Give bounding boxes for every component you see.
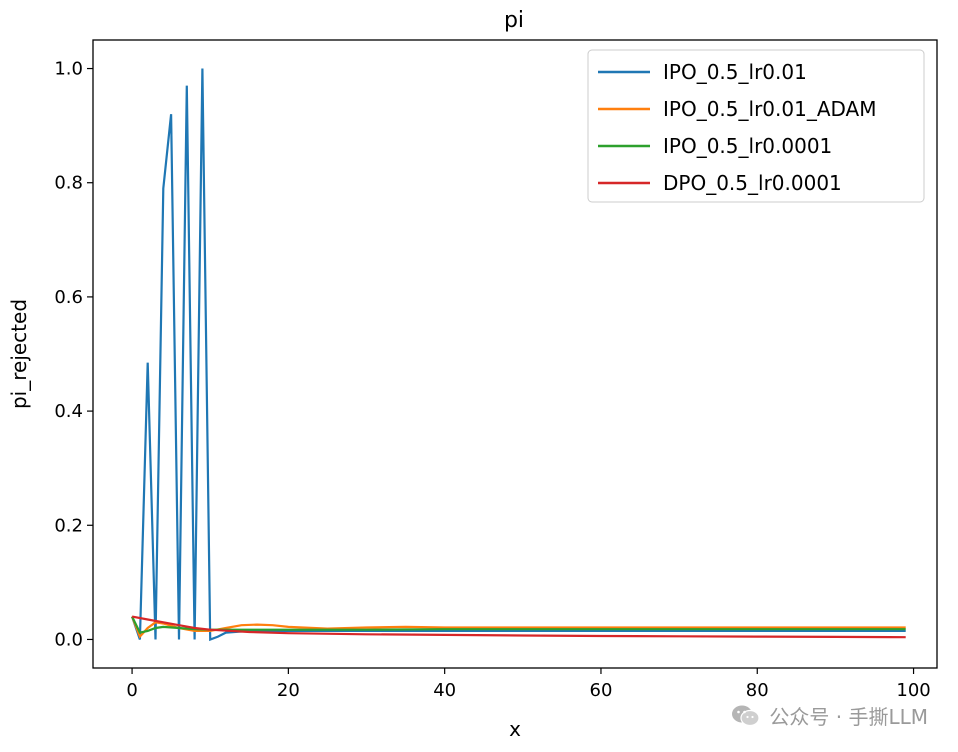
y-axis-label: pi_rejected [7,299,31,409]
legend-label-0: IPO_0.5_lr0.01 [663,60,807,84]
x-tick-label: 40 [433,680,456,701]
legend-label-3: DPO_0.5_lr0.0001 [663,171,842,195]
y-tick-label: 0.2 [54,515,83,536]
series-line-2 [131,616,906,634]
plot-frame [92,39,938,669]
legend-label-2: IPO_0.5_lr0.0001 [663,134,832,158]
wechat-icon [732,705,760,726]
y-tick-label: 1.0 [54,59,83,80]
x-tick-label: 80 [746,680,769,701]
x-tick-label: 60 [590,680,613,701]
y-tick-label: 0.6 [54,287,83,308]
legend-label-1: IPO_0.5_lr0.01_ADAM [663,97,877,121]
series-line-0 [131,68,906,642]
x-tick-label: 100 [896,680,930,701]
y-tick-label: 0.8 [54,173,83,194]
y-axis-ticks: 0.0 0.2 0.4 0.6 0.8 1.0 [54,59,93,650]
series-line-1 [131,616,906,639]
legend: IPO_0.5_lr0.01 IPO_0.5_lr0.01_ADAM IPO_0.5… [587,49,925,203]
y-tick-label: 0.4 [54,401,83,422]
legend-frame [587,49,925,203]
x-tick-label: 20 [277,680,300,701]
series-layer [131,68,906,642]
y-tick-label: 0.0 [54,629,83,650]
chart-title: pi [504,8,524,33]
x-axis-ticks: 0 20 40 60 80 100 [126,668,931,701]
plot-area [92,39,938,669]
series-line-3 [131,615,906,639]
x-axis-label: x [509,717,521,741]
watermark: 公众号 · 手撕LLM [731,701,928,730]
watermark-text: 公众号 · 手撕LLM [769,705,928,729]
x-tick-label: 0 [126,680,137,701]
